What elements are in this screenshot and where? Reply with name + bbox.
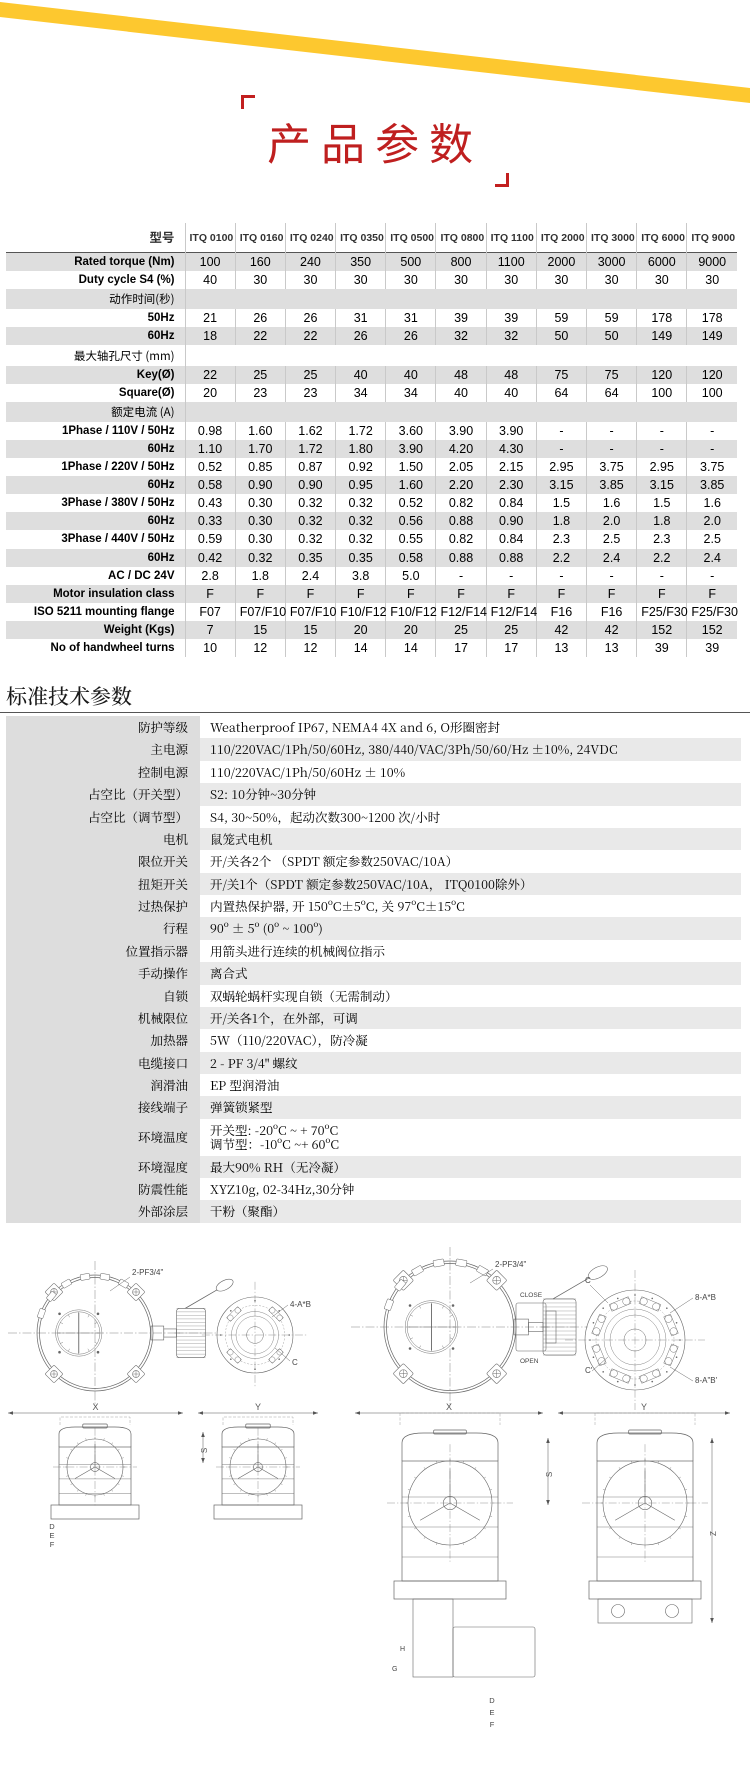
svg-text:Z: Z	[709, 1531, 718, 1536]
svg-text:C: C	[585, 1276, 591, 1285]
svg-text:2-PF3/4": 2-PF3/4"	[495, 1260, 526, 1269]
svg-text:OPEN: OPEN	[520, 1358, 539, 1365]
svg-text:Y: Y	[255, 1402, 261, 1412]
svg-text:E: E	[49, 1531, 54, 1540]
svg-text:C: C	[292, 1358, 298, 1367]
svg-text:2-PF3/4": 2-PF3/4"	[132, 1268, 163, 1277]
svg-text:X: X	[92, 1402, 98, 1412]
svg-text:8-A*B: 8-A*B	[695, 1293, 716, 1302]
svg-text:F: F	[50, 1540, 55, 1549]
svg-text:D: D	[49, 1522, 55, 1531]
svg-text:8-A"B': 8-A"B'	[695, 1376, 718, 1385]
svg-text:Y: Y	[641, 1402, 647, 1412]
svg-text:4-A*B: 4-A*B	[290, 1300, 311, 1309]
svg-text:D: D	[489, 1696, 495, 1705]
svg-text:F: F	[490, 1720, 495, 1729]
svg-text:CLOSE: CLOSE	[520, 1292, 543, 1299]
svg-text:S: S	[200, 1448, 209, 1453]
svg-text:E: E	[489, 1708, 494, 1717]
svg-text:X: X	[446, 1402, 452, 1412]
svg-text:S: S	[545, 1472, 554, 1477]
svg-text:H: H	[400, 1646, 405, 1653]
svg-text:C': C'	[585, 1366, 593, 1375]
svg-text:G: G	[392, 1666, 397, 1673]
